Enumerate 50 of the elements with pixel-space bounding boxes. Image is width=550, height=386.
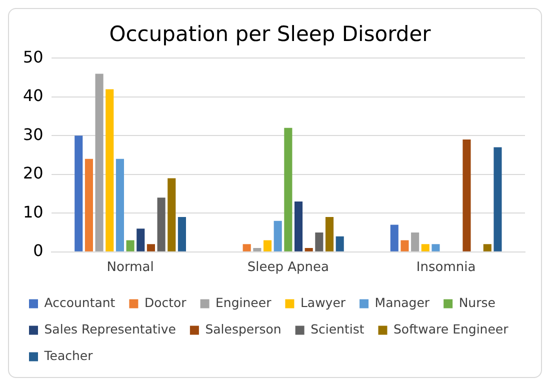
bar xyxy=(400,240,409,252)
bar xyxy=(95,74,104,252)
bar xyxy=(421,244,430,252)
bar xyxy=(178,217,186,252)
legend-label: Salesperson xyxy=(205,322,282,336)
y-tick-label: 10 xyxy=(23,202,44,222)
bar xyxy=(432,244,440,252)
legend-label: Teacher xyxy=(43,348,94,363)
legend-label: Lawyer xyxy=(300,295,346,310)
legend-label: Scientist xyxy=(310,322,364,336)
bar xyxy=(411,232,420,252)
bar xyxy=(294,202,303,252)
bar xyxy=(168,178,176,252)
legend-label: Engineer xyxy=(216,295,272,310)
chart-title: Occupation per Sleep Disorder xyxy=(109,22,432,46)
legend-label: Manager xyxy=(374,295,430,310)
bar xyxy=(136,228,145,252)
legend-label: Accountant xyxy=(44,295,116,310)
bar xyxy=(253,248,262,252)
bar xyxy=(462,140,471,252)
bar xyxy=(315,232,324,252)
x-tick-label: Normal xyxy=(106,260,154,276)
bar xyxy=(74,136,83,252)
bar xyxy=(325,217,334,252)
bar xyxy=(146,244,155,252)
x-tick-label: Sleep Apnea xyxy=(247,260,329,276)
bar xyxy=(284,128,292,252)
x-tick-label: Insomnia xyxy=(416,260,476,276)
bar xyxy=(336,236,344,252)
bar xyxy=(126,240,134,252)
bar xyxy=(390,224,398,252)
bar xyxy=(483,244,492,252)
bar xyxy=(242,244,251,252)
bar xyxy=(304,248,313,252)
y-tick-label: 30 xyxy=(23,124,44,144)
y-tick-label: 20 xyxy=(23,164,44,183)
bar xyxy=(116,158,124,252)
bar xyxy=(106,89,114,252)
legend-label: Software Engineer xyxy=(393,322,510,336)
legend-label: Nurse xyxy=(458,295,496,310)
y-tick-label: 0 xyxy=(33,241,44,260)
y-tick-label: 40 xyxy=(23,86,44,106)
bar xyxy=(157,198,166,252)
y-tick-label: 50 xyxy=(23,47,44,66)
bar xyxy=(274,220,282,252)
bar xyxy=(263,240,272,252)
bar xyxy=(494,147,502,252)
bar xyxy=(84,158,93,252)
legend-label: Doctor xyxy=(144,295,188,310)
legend-label: Sales Representative xyxy=(44,322,176,336)
